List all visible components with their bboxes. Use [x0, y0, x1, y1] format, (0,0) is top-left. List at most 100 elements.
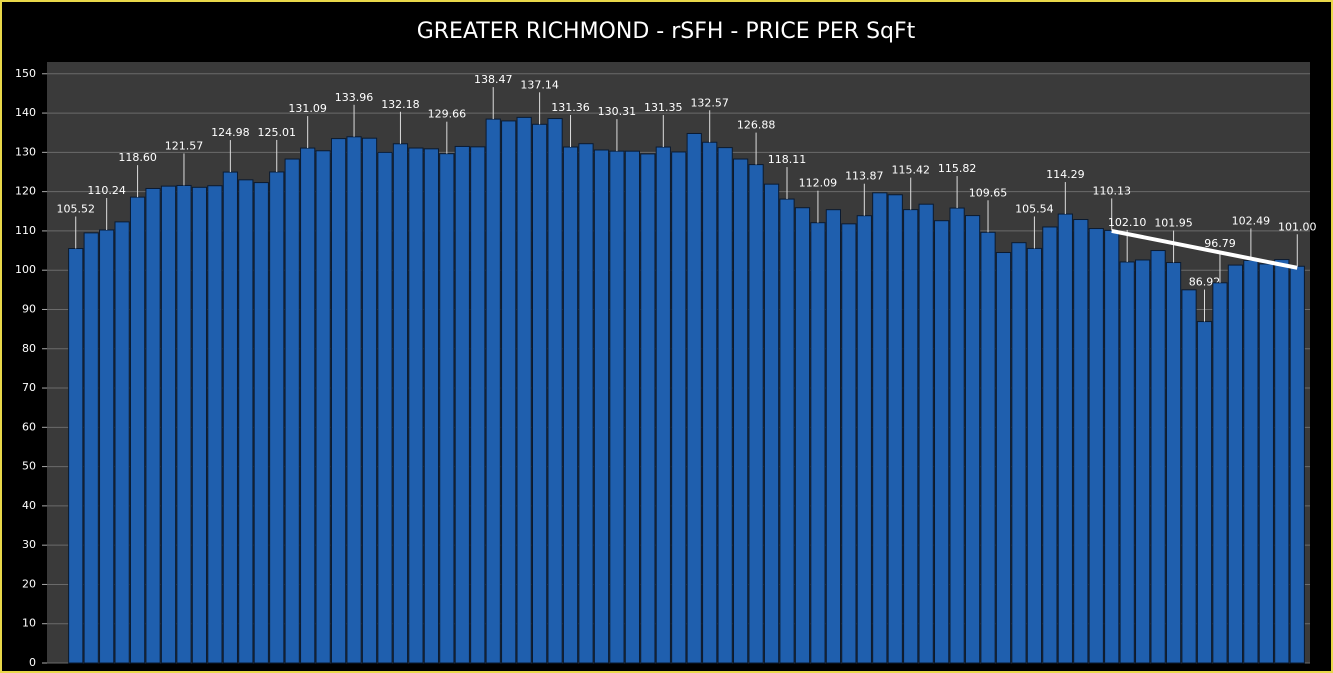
value-label: 131.09	[288, 102, 327, 115]
bar	[238, 179, 254, 664]
value-label: 105.52	[56, 203, 95, 216]
bar	[562, 146, 579, 664]
bar	[501, 120, 517, 664]
bar	[68, 248, 84, 664]
bar	[825, 209, 842, 664]
bar	[733, 158, 749, 664]
bar	[485, 118, 501, 664]
value-label: 102.10	[1108, 216, 1147, 229]
value-label: 130.31	[598, 105, 637, 118]
bar	[1212, 282, 1228, 664]
bar	[315, 150, 331, 664]
bar	[1196, 321, 1213, 664]
value-label: 137.14	[520, 78, 559, 91]
bar	[83, 232, 99, 664]
bar	[1165, 262, 1182, 664]
bar	[1026, 247, 1043, 664]
bar	[1119, 261, 1135, 664]
value-label: 133.96	[335, 91, 374, 104]
bar	[300, 147, 316, 664]
value-label: 121.57	[165, 139, 204, 152]
bar	[794, 207, 811, 664]
bar	[222, 171, 238, 664]
value-label: 126.88	[737, 119, 776, 132]
bar	[949, 207, 965, 664]
bar	[918, 203, 934, 664]
value-label: 129.66	[428, 108, 467, 121]
y-tick-label: 100	[15, 263, 36, 276]
bar	[176, 184, 192, 664]
value-label: 125.01	[257, 126, 296, 139]
value-label: 110.24	[87, 184, 126, 197]
y-tick-label: 10	[22, 617, 36, 630]
bar	[191, 186, 208, 664]
bar	[1135, 259, 1151, 664]
y-tick-label: 70	[22, 381, 36, 394]
bar	[423, 148, 439, 664]
bar	[454, 145, 470, 664]
bar	[361, 137, 378, 664]
bar	[841, 223, 857, 664]
value-label: 110.13	[1092, 184, 1131, 197]
y-tick-label: 50	[22, 460, 36, 473]
value-label: 101.00	[1278, 220, 1317, 233]
bar	[810, 222, 826, 664]
y-tick-label: 20	[22, 577, 36, 590]
bar	[671, 151, 687, 664]
bar	[748, 164, 764, 664]
bar	[346, 136, 362, 664]
bar	[1181, 289, 1197, 664]
bar	[1227, 264, 1244, 664]
bar	[284, 158, 300, 664]
bar	[99, 229, 115, 664]
y-tick-label: 140	[15, 106, 36, 119]
value-label: 131.35	[644, 101, 683, 114]
bar	[686, 132, 702, 664]
bar	[160, 185, 177, 664]
bar	[995, 252, 1012, 664]
bar	[887, 194, 903, 664]
bar	[207, 185, 223, 664]
bar	[763, 183, 780, 664]
y-tick-label: 110	[15, 224, 36, 237]
bar	[1243, 259, 1259, 664]
bar	[964, 215, 981, 664]
bar	[330, 138, 347, 664]
bar	[516, 116, 532, 664]
y-tick-label: 150	[15, 67, 36, 80]
bar	[1104, 229, 1120, 664]
value-label: 124.98	[211, 126, 250, 139]
bar	[609, 150, 625, 664]
bar	[980, 231, 996, 664]
y-tick-label: 80	[22, 342, 36, 355]
bar	[1289, 265, 1305, 664]
y-tick-label: 30	[22, 538, 36, 551]
value-label: 115.42	[891, 164, 930, 177]
bar	[1057, 213, 1073, 664]
bar	[547, 118, 563, 664]
value-label: 101.95	[1154, 217, 1193, 230]
value-label: 109.65	[969, 186, 1008, 199]
value-label: 113.87	[845, 170, 884, 183]
trend-line	[1111, 228, 1298, 270]
bar	[779, 198, 795, 664]
y-tick-label: 130	[15, 145, 36, 158]
value-label: 115.82	[938, 162, 977, 175]
bar	[1150, 250, 1166, 664]
y-tick-label: 0	[29, 656, 36, 669]
bar	[624, 150, 640, 664]
value-label: 132.18	[381, 98, 420, 111]
bar	[531, 123, 548, 664]
bar	[934, 220, 950, 664]
bar	[408, 147, 424, 664]
bar	[872, 192, 888, 664]
bar	[377, 151, 393, 664]
bar	[470, 146, 486, 664]
bar	[253, 182, 269, 664]
bar	[269, 171, 285, 664]
bar	[903, 209, 919, 664]
bar	[129, 196, 146, 664]
value-label: 118.11	[768, 153, 807, 166]
bar	[640, 153, 656, 664]
y-tick-label: 120	[15, 185, 36, 198]
